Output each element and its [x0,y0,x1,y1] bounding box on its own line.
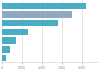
Bar [2,11,72,18]
Bar [2,46,10,53]
Bar [2,2,86,9]
Bar [2,37,16,44]
Bar [2,55,6,61]
Bar [2,20,58,26]
Bar [2,29,28,35]
